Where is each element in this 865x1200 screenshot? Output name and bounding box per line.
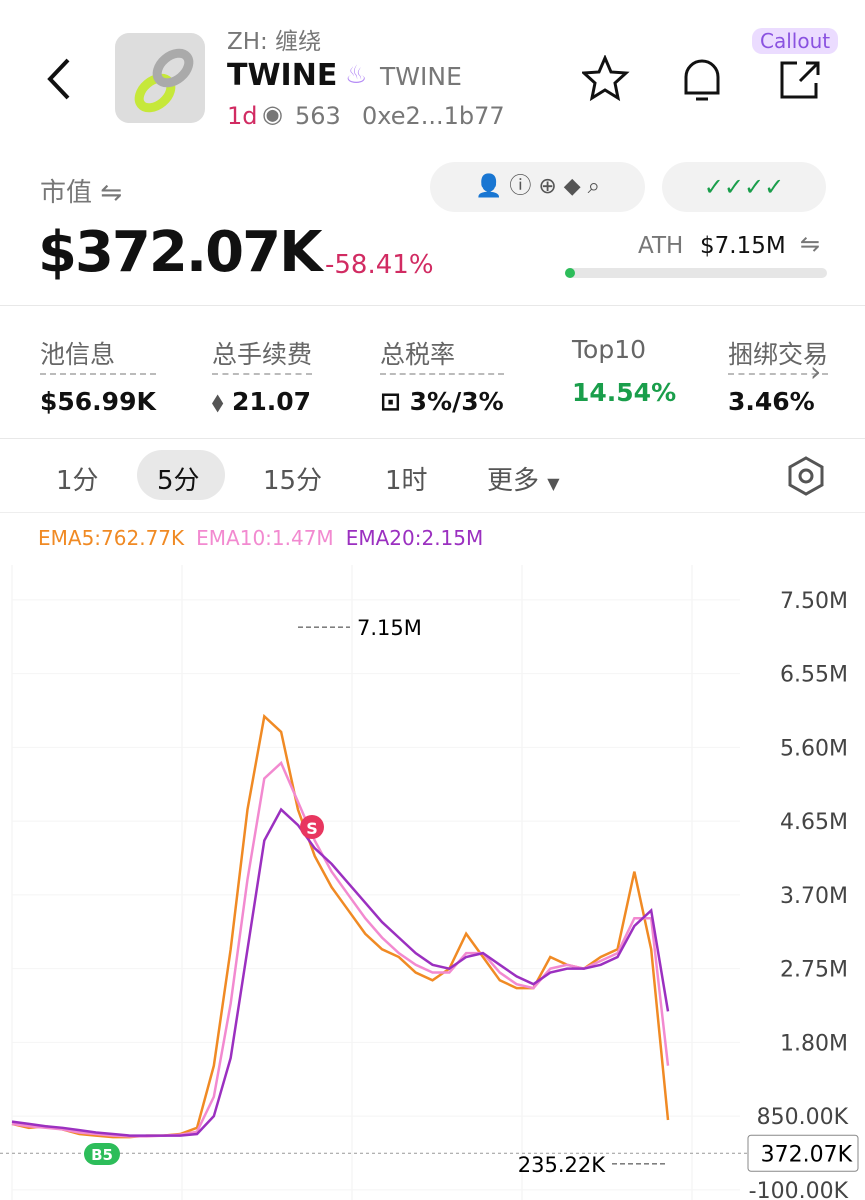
market-cap-label: 市值 ⇋ xyxy=(40,178,123,208)
sell-marker-bg xyxy=(300,815,324,839)
stat: 捆绑交易 3.46% xyxy=(728,335,829,416)
stat: 总税率 ⊡ 3%/3% xyxy=(380,335,504,416)
flame-icon: ♨ xyxy=(345,60,368,89)
y-tick-label: 7.50M xyxy=(780,589,848,614)
legend-entry: EMA10:1.47M xyxy=(196,526,334,550)
tab[interactable]: 1分 xyxy=(56,466,99,496)
y-tick-label: 6.55M xyxy=(780,663,848,688)
change: -58.41% xyxy=(325,250,434,280)
current-price-box xyxy=(747,1134,859,1172)
views: 563 xyxy=(295,102,341,130)
divider xyxy=(0,305,865,306)
buy-marker: B5 xyxy=(91,1146,113,1164)
security-icons[interactable]: 👤 ⓘ ⊕ ◆ ⌕ xyxy=(430,162,645,212)
token-name: TWINE xyxy=(227,58,338,93)
sell-marker: S xyxy=(306,819,318,838)
stat: Top10 14.54% xyxy=(572,335,677,407)
eye-icon: ◉ xyxy=(262,100,283,128)
ema-line xyxy=(11,760,670,1138)
stat: 总手续费 ⬧ 21.07 xyxy=(212,335,313,417)
token-logo xyxy=(115,33,205,123)
y-tick-label: -100.00K xyxy=(749,1179,849,1200)
tab[interactable]: 1时 xyxy=(385,466,428,496)
age: 1d xyxy=(227,102,258,130)
header-actions[interactable] xyxy=(582,55,842,105)
address[interactable]: 0xe2...1b77 xyxy=(362,102,505,130)
y-tick-label: 5.60M xyxy=(780,736,848,761)
divider xyxy=(0,512,865,513)
stat: 池信息 $56.99K xyxy=(40,335,156,416)
swap-icon[interactable]: ⇋ xyxy=(800,230,821,258)
y-tick-label: 850.00K xyxy=(757,1105,849,1130)
ema-line xyxy=(11,807,670,1137)
buy-marker-bg xyxy=(84,1143,120,1165)
legend-entry: EMA20:2.15M xyxy=(346,526,484,550)
ema-line xyxy=(11,713,670,1139)
subtitle: ZH: 缠绕 xyxy=(227,29,322,55)
y-tick-label: 3.70M xyxy=(780,884,848,909)
scroll-right[interactable]: › xyxy=(810,355,822,388)
current-price-label: 372.07K xyxy=(761,1142,853,1167)
y-tick-label: 4.65M xyxy=(780,810,848,835)
ath-label: ATH xyxy=(638,233,684,259)
low-label: 235.22K xyxy=(518,1153,606,1177)
y-tick-label: 2.75M xyxy=(780,958,848,983)
settings[interactable] xyxy=(785,455,827,497)
tab[interactable]: 5分 xyxy=(157,466,200,496)
tab[interactable]: 15分 xyxy=(263,466,323,496)
high-label: 7.15M xyxy=(357,616,422,640)
tab[interactable]: 更多 ▼ xyxy=(487,466,560,496)
checks[interactable]: ✓✓✓✓ xyxy=(662,162,826,212)
ath-value: $7.15M xyxy=(700,233,786,259)
tab-active-bg xyxy=(137,450,225,500)
ticker: TWINE xyxy=(380,62,462,91)
market-cap-value: $372.07K xyxy=(38,220,322,285)
divider xyxy=(0,438,865,439)
ath-progress xyxy=(565,268,827,278)
y-tick-label: 1.80M xyxy=(780,1031,848,1056)
callout-badge[interactable]: Callout xyxy=(752,28,839,54)
legend-entry: EMA5:762.77K xyxy=(38,526,185,550)
back-button[interactable] xyxy=(40,55,80,105)
